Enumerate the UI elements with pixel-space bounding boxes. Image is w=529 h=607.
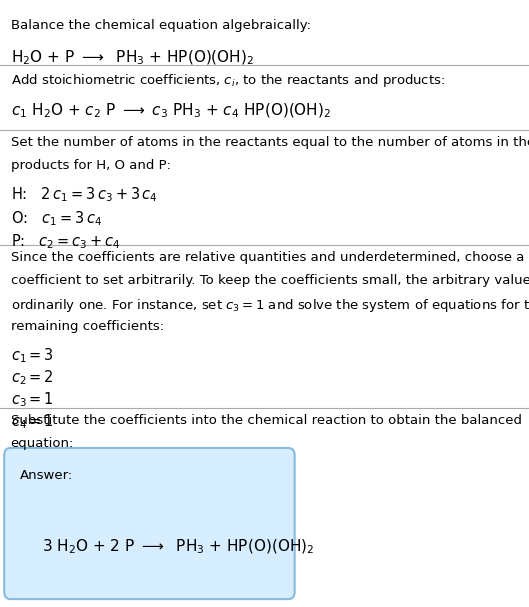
Text: coefficient to set arbitrarily. To keep the coefficients small, the arbitrary va: coefficient to set arbitrarily. To keep … <box>11 274 529 287</box>
Text: Set the number of atoms in the reactants equal to the number of atoms in the: Set the number of atoms in the reactants… <box>11 136 529 149</box>
Text: equation:: equation: <box>11 437 74 450</box>
Text: products for H, O and P:: products for H, O and P: <box>11 159 170 172</box>
Text: $c_2 = 2$: $c_2 = 2$ <box>11 368 53 387</box>
Text: 3 H$_2$O + 2 P $\longrightarrow$  PH$_3$ + HP(O)(OH)$_2$: 3 H$_2$O + 2 P $\longrightarrow$ PH$_3$ … <box>42 537 315 555</box>
Text: P:   $c_2 = c_3 + c_4$: P: $c_2 = c_3 + c_4$ <box>11 232 120 251</box>
Text: Add stoichiometric coefficients, $c_i$, to the reactants and products:: Add stoichiometric coefficients, $c_i$, … <box>11 72 445 89</box>
Text: $c_1 = 3$: $c_1 = 3$ <box>11 347 53 365</box>
Text: $c_4 = 1$: $c_4 = 1$ <box>11 412 53 431</box>
Text: Substitute the coefficients into the chemical reaction to obtain the balanced: Substitute the coefficients into the che… <box>11 414 522 427</box>
Text: Answer:: Answer: <box>20 469 74 481</box>
Text: ordinarily one. For instance, set $c_3 = 1$ and solve the system of equations fo: ordinarily one. For instance, set $c_3 =… <box>11 297 529 314</box>
Text: Balance the chemical equation algebraically:: Balance the chemical equation algebraica… <box>11 19 311 32</box>
Text: H:   $2\,c_1 = 3\,c_3 + 3\,c_4$: H: $2\,c_1 = 3\,c_3 + 3\,c_4$ <box>11 186 157 205</box>
Text: H$_2$O + P $\longrightarrow$  PH$_3$ + HP(O)(OH)$_2$: H$_2$O + P $\longrightarrow$ PH$_3$ + HP… <box>11 49 254 67</box>
Text: remaining coefficients:: remaining coefficients: <box>11 320 163 333</box>
Text: Since the coefficients are relative quantities and underdetermined, choose a: Since the coefficients are relative quan… <box>11 251 524 263</box>
FancyBboxPatch shape <box>4 448 295 599</box>
Text: O:   $c_1 = 3\,c_4$: O: $c_1 = 3\,c_4$ <box>11 209 102 228</box>
Text: $c_1$ H$_2$O + $c_2$ P $\longrightarrow$ $c_3$ PH$_3$ + $c_4$ HP(O)(OH)$_2$: $c_1$ H$_2$O + $c_2$ P $\longrightarrow$… <box>11 102 331 120</box>
Text: $c_3 = 1$: $c_3 = 1$ <box>11 390 53 409</box>
